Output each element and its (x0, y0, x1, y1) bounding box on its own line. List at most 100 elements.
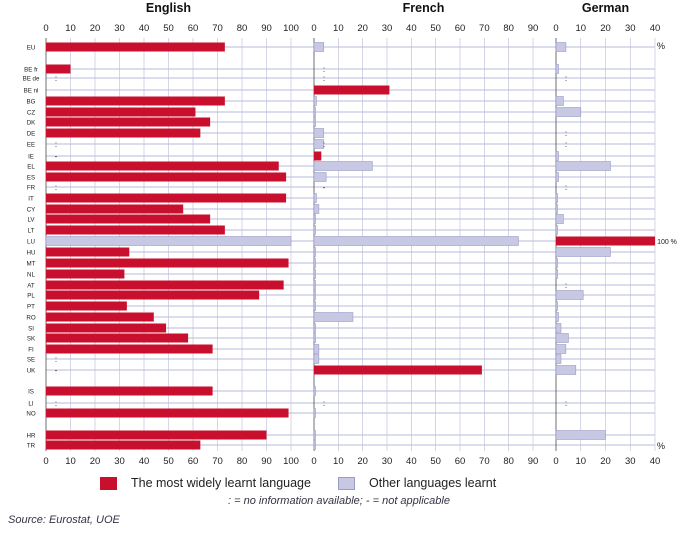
bar-most (46, 172, 287, 182)
country-label: HR (27, 433, 36, 440)
bar-other (313, 430, 316, 440)
tick-label-top: 100 (283, 23, 299, 34)
tick-label-bottom: 20 (90, 456, 101, 467)
tick-label-top: 90 (261, 23, 272, 34)
marker-symbol: : (55, 355, 57, 364)
bar-most (46, 117, 211, 127)
marker-symbol: : (565, 129, 567, 138)
tick-label-bottom: 80 (503, 456, 514, 467)
bar-other (555, 312, 559, 322)
chart-note: : = no information available; - = not ap… (228, 495, 450, 507)
bar-other (313, 214, 316, 224)
tick-label-bottom: 80 (237, 456, 248, 467)
bar-other (313, 386, 316, 396)
bar-other (313, 161, 373, 171)
country-label: NL (27, 272, 35, 279)
bar-other (313, 172, 327, 182)
tick-label-bottom: 30 (114, 456, 125, 467)
country-label: TR (27, 443, 36, 450)
country-label: EE (27, 142, 35, 149)
bar-other (555, 301, 558, 311)
legend-swatch-most (100, 476, 117, 490)
country-label: BE fr (24, 67, 38, 74)
country-label: SE (27, 357, 35, 364)
marker-symbol: - (55, 152, 58, 161)
bar-other (313, 333, 316, 343)
tick-label-bottom: 50 (163, 456, 174, 467)
tick-label-top: 80 (237, 23, 248, 34)
bar-most (46, 269, 125, 279)
bar-other (555, 430, 606, 440)
tick-label-top: 80 (503, 23, 514, 34)
bar-other (555, 323, 562, 333)
bar-other (555, 333, 569, 343)
bar-most (46, 214, 211, 224)
country-label: HU (27, 250, 36, 257)
country-label: LV (27, 217, 35, 224)
bar-most (46, 333, 189, 343)
bar-other (313, 204, 320, 214)
bar-other (555, 214, 564, 224)
legend-item-most: The most widely learnt language (100, 476, 311, 490)
country-label: IE (28, 154, 34, 161)
marker-symbol: : (323, 74, 325, 83)
legend-label-other: Other languages learnt (369, 476, 497, 490)
bar-other (313, 128, 325, 138)
country-label: SI (28, 326, 34, 333)
bar-other (45, 236, 292, 246)
bar-most (46, 193, 287, 203)
marker-symbol: : (55, 140, 57, 149)
country-label: EU (27, 45, 36, 52)
bar-other (555, 290, 584, 300)
tick-label-top: 20 (600, 23, 611, 34)
bar-most (46, 161, 279, 171)
tick-label-top: 10 (575, 23, 586, 34)
tick-label-bottom: 30 (382, 456, 393, 467)
bar-other (555, 365, 577, 375)
bar-other (313, 107, 316, 117)
country-label: PT (27, 304, 35, 311)
marker-symbol: - (323, 183, 326, 192)
tick-label-top: 30 (625, 23, 636, 34)
bar-other (555, 344, 567, 354)
marker-symbol: : (565, 399, 567, 408)
tick-label-top: 0 (311, 23, 316, 34)
tick-label-top: 30 (382, 23, 393, 34)
bar-other (555, 247, 611, 257)
country-label: CY (27, 207, 36, 214)
country-label: BE nl (24, 88, 39, 95)
country-label: IT (28, 196, 34, 203)
bar-other (555, 354, 562, 364)
bar-other (313, 269, 316, 279)
tick-label-top: 60 (455, 23, 466, 34)
unit-label-top: % (657, 41, 665, 51)
tick-label-bottom: 60 (455, 456, 466, 467)
bar-other (313, 301, 316, 311)
country-label: FI (28, 347, 34, 354)
bar-most (46, 344, 213, 354)
country-label: AT (27, 283, 35, 290)
chart-source: Source: Eurostat, UOE (8, 514, 120, 526)
tick-label-top: 60 (188, 23, 199, 34)
tick-label-bottom: 20 (357, 456, 368, 467)
bar-other (555, 193, 558, 203)
tick-label-top: 20 (90, 23, 101, 34)
tick-label-top: 70 (212, 23, 223, 34)
marker-symbol: : (55, 183, 57, 192)
legend-label-most: The most widely learnt language (131, 476, 311, 490)
tick-label-top: 90 (528, 23, 539, 34)
tick-label-top: 0 (43, 23, 48, 34)
bar-most (46, 301, 127, 311)
bar-other (555, 204, 558, 214)
tick-label-bottom: 100 (283, 456, 299, 467)
tick-label-bottom: 30 (625, 456, 636, 467)
bar-most (46, 42, 225, 52)
tick-label-top: 50 (430, 23, 441, 34)
marker-symbol: : (323, 65, 325, 74)
bar-most (46, 258, 289, 268)
legend-item-other: Other languages learnt (338, 476, 496, 490)
bar-most (46, 408, 289, 418)
bar-other (313, 139, 325, 149)
country-label: UK (27, 368, 36, 375)
bar-other (555, 151, 559, 161)
